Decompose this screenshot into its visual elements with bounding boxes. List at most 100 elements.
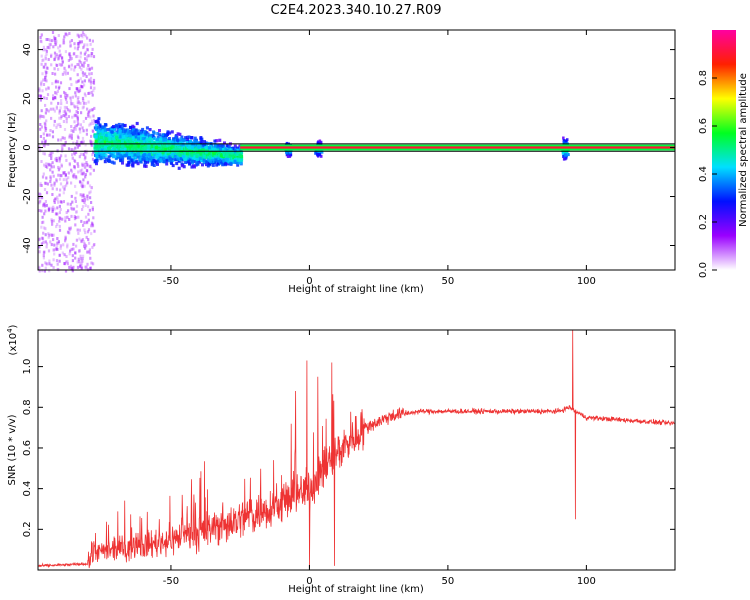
spectrogram-cell xyxy=(209,154,213,159)
spectrogram-cell xyxy=(44,139,47,143)
spectrogram-cell xyxy=(82,73,85,77)
spectrogram-cell xyxy=(41,115,44,118)
spectrogram-cell xyxy=(52,94,55,98)
spectrogram-cell xyxy=(93,106,96,110)
spectrogram-cell xyxy=(69,227,72,231)
spectrogram-cell xyxy=(64,69,67,73)
spectrogram-cell xyxy=(78,249,81,253)
spectrogram-burst-cell xyxy=(562,139,566,143)
spectrogram-cell xyxy=(47,162,50,166)
spectrogram-cell xyxy=(66,262,69,266)
spectrogram-cell xyxy=(104,131,108,136)
spectrogram-cell xyxy=(47,235,50,239)
spectrogram-cell xyxy=(68,163,71,167)
x-tick-label: 0 xyxy=(306,276,312,287)
spectrogram-cell xyxy=(92,129,95,133)
spectrogram-cell xyxy=(120,153,124,157)
spectrogram-cell xyxy=(70,170,73,174)
spectrogram-cell xyxy=(97,129,101,133)
spectrogram-cell xyxy=(85,244,88,248)
spectrogram-cell xyxy=(41,263,44,267)
spectrogram-cell xyxy=(158,133,162,137)
spectrogram-cell xyxy=(141,137,145,141)
spectrogram-cell xyxy=(55,79,58,83)
spectrogram-cell xyxy=(53,243,56,247)
spectrogram-cell xyxy=(131,164,135,168)
spectrogram-cell xyxy=(116,130,120,134)
spectrogram-cell xyxy=(40,83,43,87)
spectrogram-cell xyxy=(84,156,87,160)
spectrogram-cell xyxy=(76,111,79,115)
spectrogram-cell xyxy=(178,141,182,145)
spectrogram-cell xyxy=(49,240,52,244)
spectrogram-cell xyxy=(148,136,152,140)
spectrogram-cell xyxy=(74,146,77,150)
spectrogram-cell xyxy=(131,161,135,165)
spectrogram-cell xyxy=(159,138,163,142)
spectrogram-cell xyxy=(71,259,74,263)
spectrogram-cell xyxy=(88,67,91,71)
spectrogram-cell xyxy=(81,168,84,172)
spectrogram-cell xyxy=(194,147,198,151)
spectrogram-cell xyxy=(79,264,82,267)
spectrogram-cell xyxy=(68,231,71,235)
spectrogram-cell xyxy=(57,57,60,61)
spectrogram-cell xyxy=(45,52,48,56)
spectrogram-cell xyxy=(136,129,140,133)
spectrogram-cell xyxy=(59,81,63,85)
spectrogram-cell xyxy=(75,87,78,91)
spectrogram-cell xyxy=(168,131,172,135)
spectrogram-cell xyxy=(74,256,77,260)
spectrogram-cell xyxy=(77,265,80,269)
spectrogram-cell xyxy=(95,156,99,160)
spectrogram-cell xyxy=(59,188,62,192)
spectrogram-cell xyxy=(50,54,53,58)
spectrogram-cell xyxy=(74,94,77,98)
spectrogram-cell xyxy=(52,97,55,100)
spectrogram-cell xyxy=(41,140,44,144)
spectrogram-cell xyxy=(78,33,81,37)
spectrogram-cell xyxy=(59,156,62,160)
spectrogram-cell xyxy=(38,196,41,199)
spectrogram-cell xyxy=(75,191,78,195)
spectrogram-cell xyxy=(122,134,126,138)
spectrogram-cell xyxy=(213,154,217,158)
spectrogram-cell xyxy=(81,205,85,209)
spectrogram-cell xyxy=(106,128,110,132)
spectrogram-cell xyxy=(53,37,57,40)
spectrogram-cell xyxy=(45,49,48,53)
spectrogram-cell xyxy=(95,151,99,155)
spectrogram-cell xyxy=(82,171,85,175)
spectrogram-cell xyxy=(196,153,200,157)
spectrogram-burst-cell xyxy=(566,138,569,142)
spectrogram-cell xyxy=(200,159,204,163)
spectrogram-cell xyxy=(216,156,220,160)
spectrogram-cell xyxy=(82,153,86,157)
spectrogram-cell xyxy=(59,173,62,177)
spectrogram-cell xyxy=(180,135,184,139)
spectrogram-cell xyxy=(130,159,134,163)
spectrogram-cell xyxy=(74,159,77,163)
spectrogram-cell xyxy=(38,269,41,273)
spectrogram-cell xyxy=(81,31,85,35)
spectrogram-cell xyxy=(78,228,81,232)
spectrogram-cell xyxy=(74,223,77,227)
spectrogram-cell xyxy=(57,46,60,50)
spectrogram-cell xyxy=(145,147,149,151)
spectrogram-cell xyxy=(79,180,82,184)
spectrogram-cell xyxy=(235,152,239,157)
spectrogram-cell xyxy=(47,207,50,211)
spectrogram-cell xyxy=(92,262,95,266)
spectrogram-cell xyxy=(57,56,60,60)
spectrogram-cell xyxy=(58,253,61,257)
spectrogram-cell xyxy=(84,204,87,207)
spectrogram-cell xyxy=(71,174,75,178)
spectrogram-cell xyxy=(179,137,183,141)
spectrogram-cell xyxy=(83,43,86,47)
spectrogram-cell xyxy=(194,163,198,167)
spectrogram-panel: -50 0 50 100 -40 -20 0 20 40 Height of straight… xyxy=(7,29,676,295)
spectrogram-cell xyxy=(190,159,194,163)
spectrogram-cell xyxy=(119,159,123,163)
spectrogram-cell xyxy=(62,243,65,247)
spectrogram-cell xyxy=(73,104,76,108)
